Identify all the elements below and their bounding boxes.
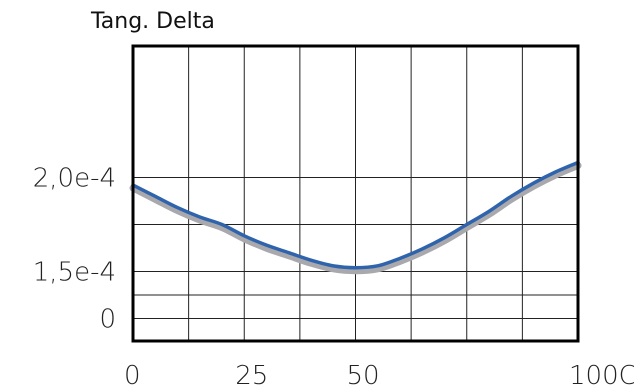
series-line — [131, 160, 580, 270]
series-line-shadow — [129, 161, 582, 275]
x-tick-label: 50 — [347, 361, 380, 389]
y-tick-label: 1,5e-4 — [33, 257, 116, 287]
y-axis-ticks: 0 1,5e-4 2,0e-4 — [33, 164, 116, 335]
x-axis-ticks: 0 25 50 100C° — [124, 361, 634, 389]
x-tick-label: 25 — [235, 361, 268, 389]
x-tick-label: 100C° — [569, 361, 634, 389]
y-axis-label: Tang. Delta — [90, 9, 215, 34]
x-tick-label: 0 — [124, 361, 141, 389]
series — [129, 160, 582, 275]
y-tick-label: 0 — [99, 304, 116, 334]
plot-frame — [131, 44, 580, 343]
y-tick-label: 2,0e-4 — [33, 164, 116, 194]
grid — [133, 46, 578, 341]
